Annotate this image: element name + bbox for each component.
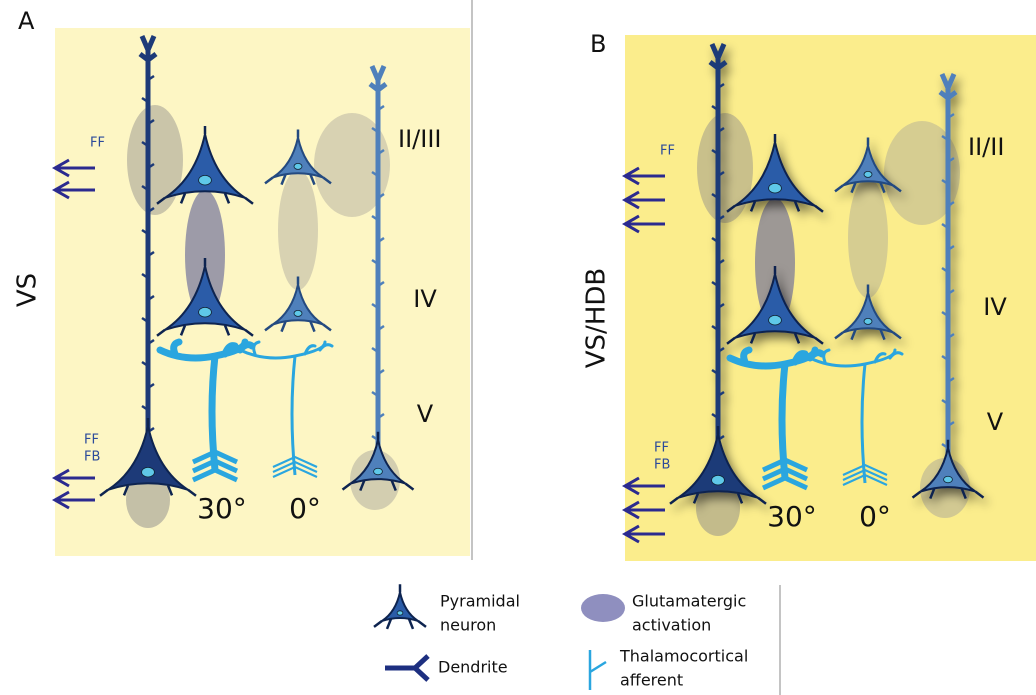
nucleus	[864, 171, 872, 177]
glutamatergic-activation	[278, 170, 318, 290]
legend: Pyramidal neuron Glutamatergic activation De…	[374, 584, 748, 690]
layer-label: V	[417, 400, 434, 428]
nucleus	[944, 476, 953, 483]
legend-label: neuron	[440, 616, 496, 635]
nucleus	[769, 183, 782, 193]
ff-label: FF	[90, 136, 105, 151]
nucleus	[397, 611, 403, 615]
ff-label: FF	[660, 144, 675, 159]
panel-a-background	[55, 28, 470, 556]
panel-label: B	[590, 30, 606, 58]
legend-label: activation	[632, 616, 711, 635]
legend-label: Thalamocortical	[619, 647, 748, 666]
glutamatergic-activation	[127, 105, 183, 215]
pyramidal-soma	[382, 592, 418, 621]
glutamatergic-activation	[697, 113, 753, 223]
fb-label: FB	[84, 450, 100, 465]
condition-label: VS/HDB	[582, 268, 612, 368]
nucleus	[712, 475, 725, 485]
panel-label: A	[18, 7, 35, 35]
layer-label: IV	[983, 293, 1007, 321]
legend-activation-icon	[581, 594, 625, 622]
nucleus	[294, 163, 302, 169]
layer-label: II/III	[398, 125, 441, 153]
layer-label: IV	[413, 285, 437, 313]
legend-label: Pyramidal	[440, 592, 520, 611]
fb-label: FB	[654, 458, 670, 473]
layer-label: II/II	[968, 133, 1004, 161]
nucleus	[199, 175, 212, 185]
nucleus	[864, 318, 872, 324]
legend-dendrite-icon	[385, 656, 428, 680]
legend-afferent-icon	[590, 650, 606, 690]
ff-label: FF	[654, 441, 669, 456]
angle-label: 30°	[197, 492, 247, 525]
angle-label: 0°	[289, 492, 321, 525]
layer-label: V	[987, 408, 1004, 436]
nucleus	[374, 468, 383, 475]
angle-label: 30°	[767, 500, 817, 533]
legend-label: afferent	[620, 671, 683, 690]
legend-label: Glutamatergic	[632, 592, 746, 611]
nucleus	[769, 315, 782, 325]
glutamatergic-activation	[848, 178, 888, 298]
figure: A VS FF FF FB II/III IV V 30° 0° B VS/HDB FF FF FB II/I…	[0, 0, 1036, 695]
condition-label: VS	[13, 273, 43, 307]
nucleus	[142, 467, 155, 477]
ff-label: FF	[84, 433, 99, 448]
nucleus	[294, 310, 302, 316]
angle-label: 0°	[859, 500, 891, 533]
panel-b-background	[625, 35, 1036, 561]
legend-label: Dendrite	[438, 658, 508, 677]
nucleus	[199, 307, 212, 317]
